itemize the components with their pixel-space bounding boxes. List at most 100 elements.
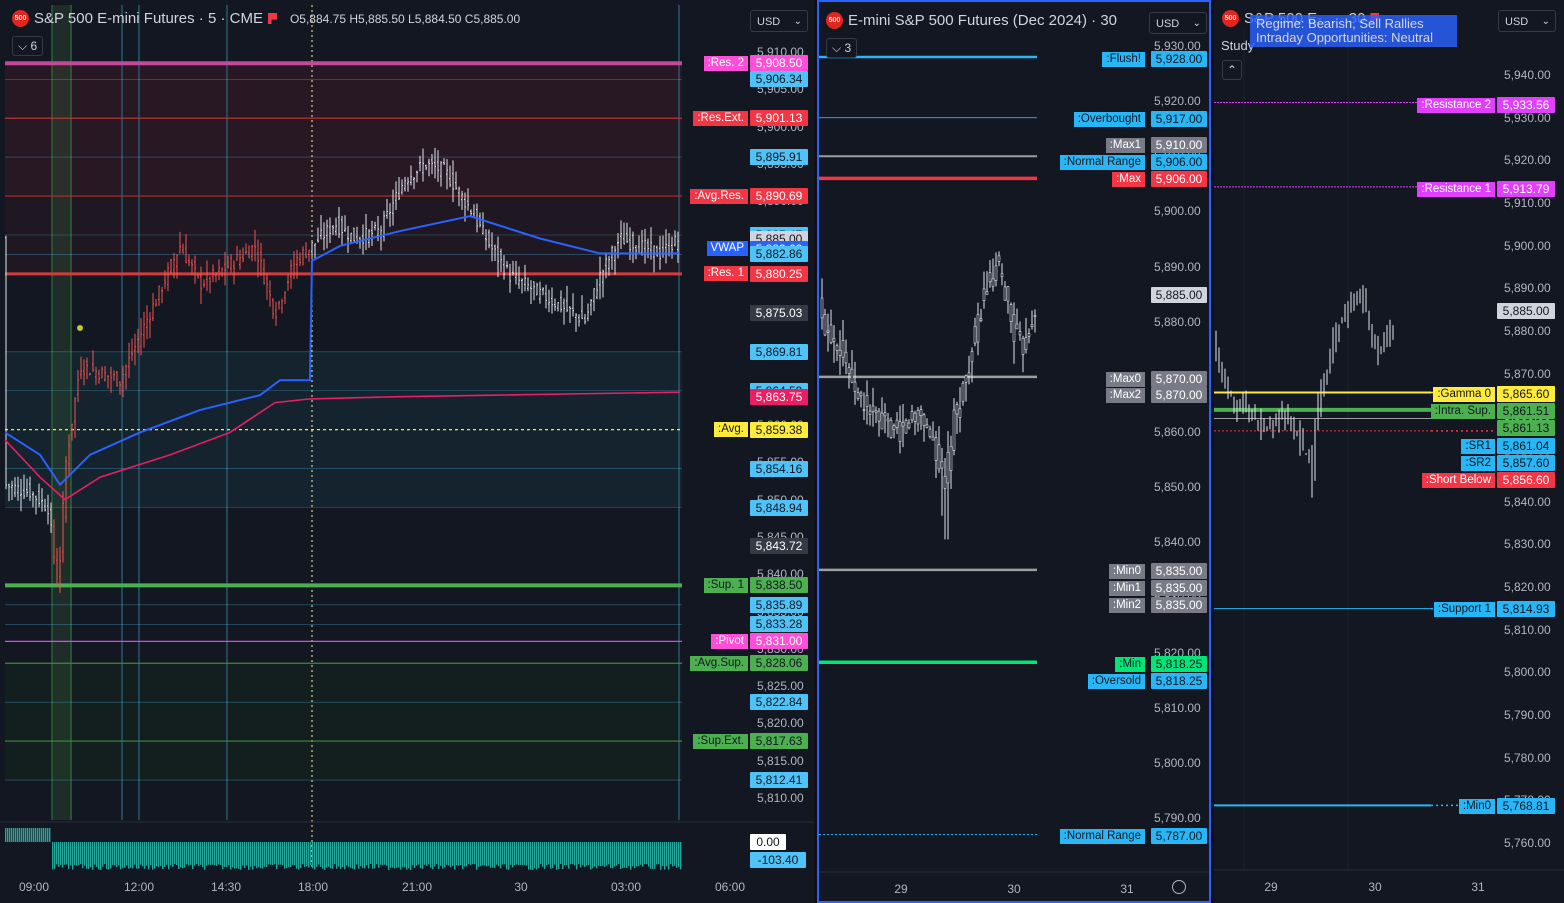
price-tick: 5,930.00 bbox=[1504, 110, 1551, 125]
pane3-collapse-toggle[interactable]: ⌃ bbox=[1222, 60, 1243, 80]
osc-bar bbox=[236, 842, 238, 869]
pane1-canvas[interactable] bbox=[0, 0, 814, 903]
osc-bar bbox=[568, 842, 570, 869]
osc-bar bbox=[348, 842, 350, 867]
osc-bar bbox=[622, 842, 624, 869]
osc-bar bbox=[512, 842, 514, 868]
level-name-text: :Support 1 bbox=[1437, 602, 1491, 615]
osc-bar bbox=[210, 842, 212, 865]
level-name-text: :Res. 1 bbox=[707, 267, 744, 280]
osc-bar bbox=[438, 842, 440, 869]
osc-bar bbox=[462, 842, 464, 870]
osc-bar bbox=[162, 842, 164, 869]
osc-bar bbox=[27, 828, 29, 842]
osc-bar bbox=[88, 842, 90, 869]
level-value-tag: 5,895.91 bbox=[750, 149, 808, 166]
level-name-tag: :Min0 bbox=[1458, 798, 1495, 814]
level-value-tag: 5,814.93 bbox=[1497, 601, 1555, 617]
pane2-canvas[interactable] bbox=[819, 2, 1211, 903]
osc-bar bbox=[226, 842, 228, 868]
pane2-currency-select[interactable]: USD ⌄ bbox=[1149, 12, 1207, 34]
pane1-symbol-title[interactable]: S&P 500 E-mini Futures · 5 · CME bbox=[34, 10, 263, 27]
osc-bar bbox=[588, 842, 590, 866]
price-tick: 5,820.00 bbox=[1504, 580, 1551, 594]
osc-bar bbox=[292, 842, 294, 865]
price-tick: 5,820.00 bbox=[757, 716, 804, 731]
candle-body bbox=[832, 338, 836, 342]
osc-bar bbox=[248, 842, 250, 870]
candle-body bbox=[970, 351, 974, 363]
osc-bar bbox=[350, 842, 352, 868]
settings-gear-icon[interactable] bbox=[1172, 880, 1186, 894]
osc-bar bbox=[140, 842, 142, 865]
chart-pane-3[interactable]: 500 S&P 500 E-... · 30 Study Regime: Bea… bbox=[1214, 0, 1564, 903]
candle-body bbox=[922, 414, 926, 427]
level-value-tag: 5,870.00 bbox=[1151, 371, 1207, 387]
price-tick: 5,810.00 bbox=[1154, 700, 1201, 715]
osc-bar bbox=[194, 842, 196, 866]
osc-bar bbox=[522, 842, 524, 866]
level-value-tag: 5,880.25 bbox=[750, 265, 808, 282]
chart-pane-2[interactable]: 500 E-mini S&P 500 Futures (Dec 2024) · … bbox=[817, 0, 1211, 903]
osc-bar bbox=[172, 842, 174, 867]
candle-body bbox=[907, 422, 911, 429]
osc-bar bbox=[166, 842, 168, 865]
osc-bar bbox=[96, 842, 98, 867]
osc-bar bbox=[618, 842, 620, 865]
osc-bar bbox=[556, 842, 558, 870]
osc-bar bbox=[308, 842, 310, 868]
osc-bar bbox=[356, 842, 358, 865]
chart-pane-1[interactable]: 500 S&P 500 E-mini Futures · 5 · CME O5,… bbox=[0, 0, 814, 903]
osc-bar bbox=[338, 842, 340, 867]
osc-bar bbox=[662, 842, 664, 866]
osc-bar bbox=[624, 842, 626, 868]
price-tick: 5,880.00 bbox=[1504, 324, 1551, 338]
level-value-tag: 5,831.00 bbox=[750, 633, 808, 650]
osc-bar bbox=[466, 842, 468, 867]
pane3-study-label[interactable]: Study bbox=[1221, 38, 1255, 53]
price-tick: 5,830.00 bbox=[1504, 537, 1551, 552]
osc-bar bbox=[272, 842, 274, 866]
level-name-text: :Min0 bbox=[1462, 799, 1491, 812]
osc-bar bbox=[126, 842, 128, 866]
osc-bar bbox=[17, 828, 19, 842]
time-tick: 03:00 bbox=[610, 880, 642, 894]
osc-bar bbox=[92, 842, 94, 870]
osc-bar bbox=[128, 842, 130, 869]
candle-body bbox=[1027, 333, 1031, 337]
osc-bar bbox=[244, 842, 246, 868]
pane2-symbol-title[interactable]: E-mini S&P 500 Futures (Dec 2024) · 30 bbox=[848, 12, 1118, 29]
osc-bar bbox=[252, 842, 254, 870]
candle-body bbox=[871, 405, 875, 412]
candle-body bbox=[961, 382, 965, 402]
pane1-indicators-toggle[interactable]: ⌵ 6 bbox=[12, 36, 44, 56]
osc-bar bbox=[290, 842, 292, 868]
moving-average-line bbox=[4, 391, 681, 501]
osc-bar bbox=[178, 842, 180, 869]
pane1-currency-select[interactable]: USD ⌄ bbox=[750, 10, 808, 32]
level-name-text: :Normal Range bbox=[1063, 155, 1141, 168]
osc-bar bbox=[19, 828, 21, 842]
level-name-tag: :SR1 bbox=[1461, 438, 1495, 454]
osc-bar bbox=[500, 842, 502, 869]
pane2-indicators-toggle[interactable]: ⌵ 3 bbox=[826, 38, 858, 58]
osc-bar bbox=[106, 842, 108, 870]
candle-body bbox=[955, 404, 959, 415]
candle-body bbox=[991, 278, 995, 287]
osc-bar bbox=[346, 842, 348, 866]
osc-bar bbox=[558, 842, 560, 870]
osc-bar bbox=[416, 842, 418, 866]
osc-bar bbox=[58, 842, 60, 867]
osc-bar bbox=[21, 828, 23, 842]
level-value-tag: 5,885.00 bbox=[1497, 303, 1555, 319]
osc-bar bbox=[316, 842, 318, 867]
pane3-currency-select[interactable]: USD ⌄ bbox=[1498, 10, 1556, 32]
osc-bar bbox=[64, 842, 66, 865]
flag-icon[interactable] bbox=[267, 13, 277, 24]
level-value-tag: 5,869.81 bbox=[750, 343, 808, 360]
osc-bar bbox=[310, 842, 312, 866]
osc-bar bbox=[442, 842, 444, 869]
osc-bar bbox=[328, 842, 330, 867]
osc-bar bbox=[586, 842, 588, 866]
candle-body bbox=[865, 394, 869, 408]
